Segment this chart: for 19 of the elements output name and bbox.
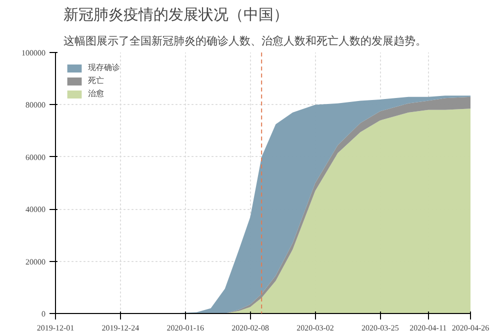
legend-label: 死亡 [88,75,105,86]
x-tick-label: 2020-04-11 [410,324,447,332]
y-tick-label: 80000 [26,100,46,110]
x-tick-label: 2020-03-25 [361,324,399,332]
y-tick-label: 40000 [26,205,46,214]
x-tick-label: 2020-03-02 [296,324,334,332]
y-tick-label: 20000 [26,257,46,266]
legend-label: 治愈 [88,88,105,99]
x-tick-label: 2019-12-24 [102,324,140,332]
y-tick-label: 60000 [26,152,46,162]
chart-subtitle: 这幅图展示了全国新冠肺炎的确诊人数、治愈人数和死亡人数的发展趋势。 [64,34,426,48]
x-tick-label: 2020-04-26 [452,324,490,332]
x-tick-label: 2020-01-16 [166,324,204,332]
x-tick-label: 2020-02-08 [232,324,269,332]
y-tick-label: 0 [42,310,46,318]
y-tick-label: 100000 [22,48,46,58]
x-tick-label: 2019-12-01 [36,324,74,332]
chart-title: 新冠肺炎疫情的发展状况（中国） [64,6,288,24]
legend-label: 现存确诊 [88,62,120,73]
